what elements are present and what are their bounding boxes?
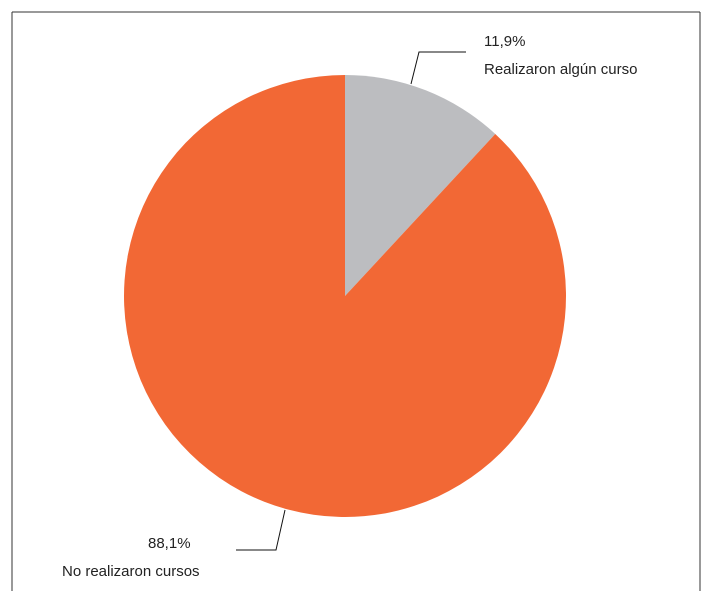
pie-slices (124, 75, 567, 517)
slice-value-label-no-realizaron: 88,1% (148, 535, 191, 552)
leader-line-no-realizaron (236, 509, 286, 551)
leader-line-realizaron (410, 51, 466, 85)
slice-category-label-realizaron: Realizaron algún curso (484, 61, 637, 78)
slice-category-label-no-realizaron: No realizaron cursos (62, 563, 200, 580)
slice-value-label-realizaron: 11,9% (484, 33, 525, 50)
pie-slice-realizaron (345, 75, 496, 296)
pie-slice-no-realizaron (124, 75, 567, 517)
